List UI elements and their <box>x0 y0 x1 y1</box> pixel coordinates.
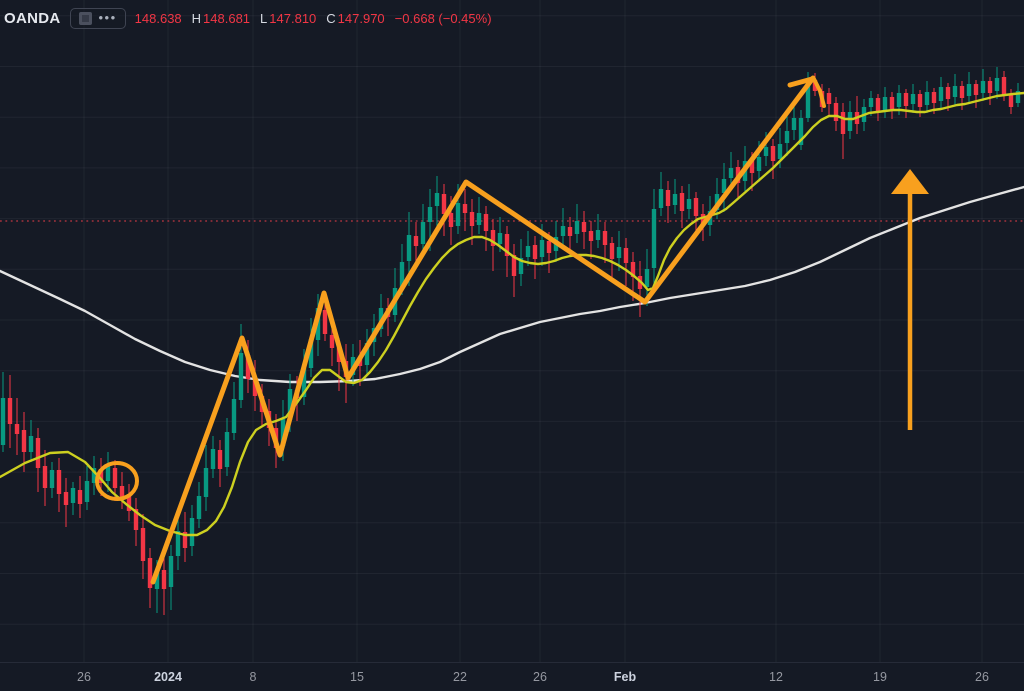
candle-series <box>0 67 1021 615</box>
low-value: 147.810 <box>269 11 317 26</box>
gridlines <box>0 0 1024 662</box>
change-value: −0.668 (−0.45%) <box>394 11 492 26</box>
more-options-icon[interactable]: ••• <box>98 10 117 25</box>
symbol-toolbar[interactable]: ••• <box>69 8 126 29</box>
ohlc-readout: 148.638 H 148.681 L 147.810 C 147.970 −0.66… <box>135 11 492 26</box>
sma-line[interactable] <box>0 185 1024 384</box>
chart-canvas[interactable] <box>0 0 1024 662</box>
open-value: 148.638 <box>134 11 182 26</box>
time-axis-label: 26 <box>77 670 91 684</box>
time-axis[interactable]: 26 2024 8 15 22 26 Feb 12 19 26 <box>0 662 1024 691</box>
trend-zigzag-drawing[interactable] <box>150 75 816 585</box>
time-axis-label: 22 <box>453 670 467 684</box>
close-label: C <box>326 11 336 26</box>
low-label: L <box>260 11 268 26</box>
time-axis-label: 26 <box>533 670 547 684</box>
circle-drawing[interactable] <box>95 461 139 501</box>
time-axis-label: 19 <box>873 670 887 684</box>
high-label: H <box>191 11 202 26</box>
time-axis-label: 26 <box>975 670 989 684</box>
peak-dash-drawing[interactable] <box>787 76 815 88</box>
up-arrow-drawing[interactable] <box>891 169 929 430</box>
close-value: 147.970 <box>337 11 385 26</box>
peak-hook-drawing[interactable] <box>812 77 826 108</box>
time-axis-label: 2024 <box>154 670 182 684</box>
symbol-header: OANDA ••• 148.638 H 148.681 L 147.810 C 147… <box>4 8 492 29</box>
symbol-name[interactable]: OANDA <box>4 10 61 27</box>
time-axis-label: 15 <box>350 670 364 684</box>
ema-line[interactable] <box>0 91 1024 537</box>
time-axis-label: 8 <box>249 670 257 684</box>
flag-icon <box>78 12 92 25</box>
time-axis-label: Feb <box>613 670 637 684</box>
high-value: 148.681 <box>203 11 251 26</box>
time-axis-label: 12 <box>769 670 783 684</box>
